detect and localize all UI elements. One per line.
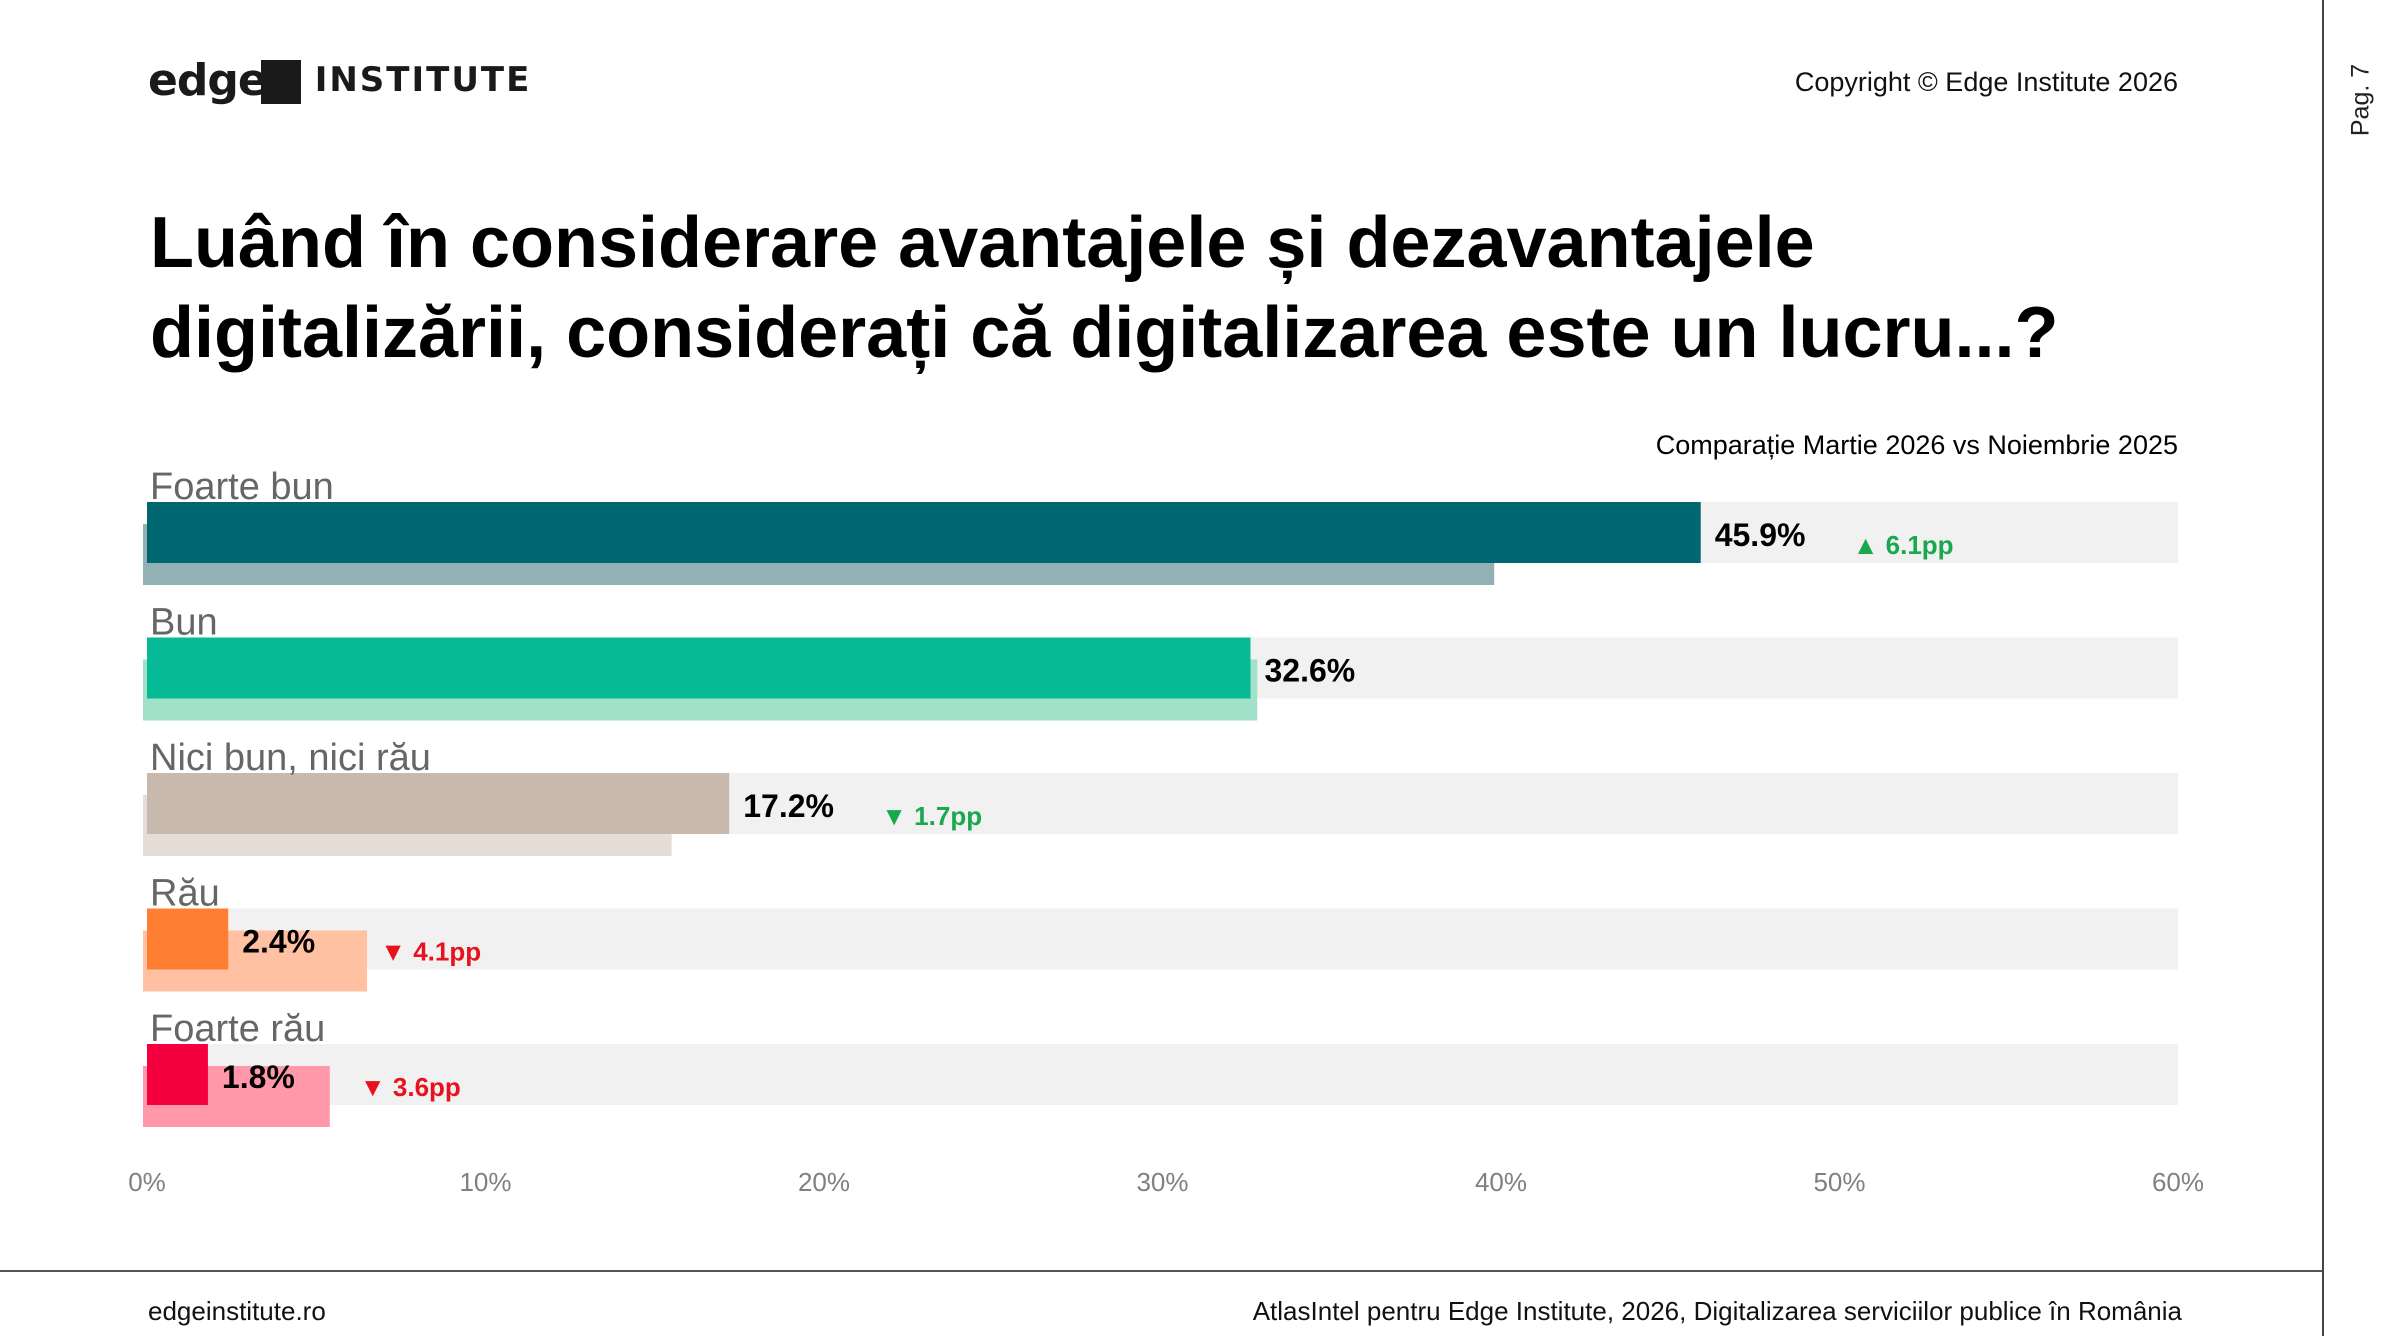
footer-website: edgeinstitute.ro	[148, 1296, 326, 1326]
bar-current	[147, 773, 730, 834]
x-tick-label: 30%	[1136, 1167, 1188, 1197]
value-label: 32.6%	[1265, 653, 1356, 689]
bar-current	[147, 502, 1701, 563]
x-tick-label: 60%	[2152, 1167, 2204, 1197]
x-tick-label: 40%	[1475, 1167, 1527, 1197]
change-label: ▼ 3.6pp	[360, 1072, 461, 1102]
x-tick-label: 10%	[459, 1167, 511, 1197]
bar-track	[147, 908, 2178, 970]
change-label: ▼ 4.1pp	[380, 937, 481, 967]
change-label: ▼ 1.7pp	[881, 801, 982, 831]
bar-current	[147, 637, 1251, 699]
value-label: 17.2%	[743, 788, 834, 824]
copyright-notice: Copyright © Edge Institute 2026	[1794, 67, 2178, 97]
bar-current	[147, 908, 229, 970]
chart-subtitle: Comparație Martie 2026 vs Noiembrie 2025	[1655, 430, 2178, 460]
footer-divider	[0, 1270, 2322, 1272]
logo-institute: INSTITUTE	[314, 60, 532, 100]
category-label: Rău	[150, 873, 220, 915]
bar-current	[147, 1044, 208, 1105]
page-title: Luând în considerare avantajele și dezav…	[150, 203, 2059, 373]
category-label: Bun	[150, 602, 218, 644]
category-label: Nici bun, nici rău	[150, 737, 431, 779]
page-divider-vertical	[2322, 0, 2324, 1336]
bar-track	[147, 1044, 2178, 1105]
value-label: 1.8%	[222, 1059, 295, 1095]
footer-source: AtlasIntel pentru Edge Institute, 2026, …	[1252, 1296, 2182, 1326]
logo-word: edge	[148, 54, 268, 106]
category-label: Foarte rău	[150, 1008, 325, 1050]
value-label: 45.9%	[1715, 517, 1806, 553]
x-tick-label: 0%	[128, 1167, 166, 1197]
edge-institute-logo: edge INSTITUTE	[148, 52, 531, 108]
logo-block	[260, 60, 301, 104]
x-tick-label: 20%	[798, 1167, 850, 1197]
category-label: Foarte bun	[150, 466, 334, 508]
x-tick-label: 50%	[1813, 1167, 1865, 1197]
value-label: 2.4%	[242, 924, 315, 960]
change-label: ▲ 6.1pp	[1853, 530, 1954, 560]
